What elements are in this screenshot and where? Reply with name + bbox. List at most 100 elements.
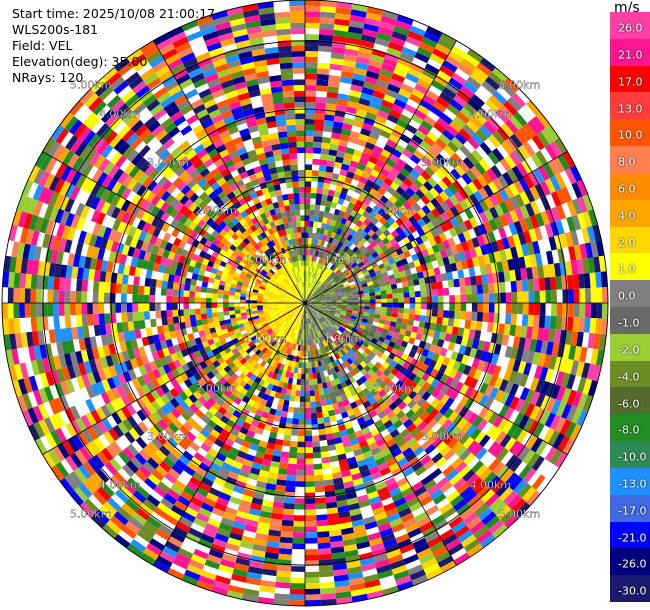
velocity-gate (348, 320, 356, 325)
velocity-gate (313, 221, 318, 228)
velocity-gate (441, 176, 453, 188)
velocity-gate (493, 402, 505, 415)
velocity-gate (300, 318, 303, 324)
velocity-gate (387, 372, 396, 381)
velocity-gate (504, 281, 512, 293)
velocity-gate (499, 249, 508, 262)
velocity-gate (454, 67, 470, 81)
velocity-gate (318, 257, 323, 264)
velocity-gate (552, 432, 565, 449)
velocity-gate (420, 309, 427, 316)
velocity-gate (389, 559, 406, 570)
velocity-gate (335, 185, 343, 193)
velocity-gate (331, 132, 341, 140)
velocity-gate (446, 422, 457, 434)
velocity-gate (282, 514, 294, 521)
velocity-gate (573, 244, 582, 260)
velocity-gate (300, 313, 303, 319)
velocity-gate (318, 291, 324, 295)
velocity-gate (281, 280, 287, 286)
velocity-gate (310, 299, 316, 302)
velocity-gate (411, 403, 421, 414)
velocity-gate (500, 82, 516, 97)
velocity-gate (278, 268, 284, 275)
velocity-gate (385, 241, 393, 249)
velocity-gate (519, 191, 531, 206)
velocity-gate (368, 174, 378, 183)
velocity-gate (314, 210, 320, 217)
velocity-gate (283, 299, 290, 302)
velocity-gate (571, 407, 583, 424)
velocity-gate (442, 506, 457, 520)
velocity-gate (416, 516, 431, 528)
velocity-gate (296, 379, 301, 385)
velocity-gate (279, 307, 285, 310)
velocity-gate (400, 323, 408, 331)
velocity-gate (377, 461, 389, 472)
velocity-gate (397, 195, 408, 205)
velocity-gate (427, 418, 438, 430)
velocity-gate (454, 303, 461, 312)
velocity-gate (359, 383, 367, 391)
velocity-gate (340, 267, 347, 273)
velocity-gate (550, 191, 562, 207)
velocity-gate (463, 375, 474, 387)
velocity-gate (376, 326, 384, 333)
velocity-gate (320, 148, 330, 155)
velocity-gate (320, 306, 326, 309)
velocity-gate (356, 242, 363, 249)
velocity-gate (301, 373, 305, 380)
velocity-gate (364, 274, 371, 280)
velocity-gate (424, 444, 436, 455)
velocity-gate (464, 276, 472, 287)
velocity-gate (478, 187, 489, 200)
velocity-gate (336, 329, 343, 336)
velocity-gate (392, 307, 399, 313)
velocity-gate (345, 106, 357, 115)
velocity-gate (449, 205, 460, 217)
velocity-gate (362, 28, 378, 38)
velocity-gate (489, 206, 499, 219)
velocity-gate (533, 278, 540, 291)
velocity-gate (371, 182, 381, 192)
velocity-gate (528, 363, 538, 378)
velocity-gate (353, 344, 360, 351)
velocity-gate (295, 311, 300, 317)
velocity-gate (537, 327, 545, 341)
velocity-gate (307, 282, 310, 288)
velocity-gate (413, 431, 425, 442)
velocity-gate (523, 174, 535, 189)
velocity-gate (274, 309, 280, 313)
velocity-gate (327, 285, 333, 290)
velocity-gate (392, 293, 399, 299)
velocity-gate (337, 364, 344, 372)
velocity-gate (353, 239, 360, 247)
velocity-gate (596, 303, 603, 319)
velocity-gate (305, 62, 318, 69)
velocity-gate (278, 284, 284, 289)
velocity-gate (305, 243, 309, 250)
velocity-gate (397, 333, 405, 341)
velocity-gate (337, 248, 344, 255)
velocity-gate (337, 198, 345, 206)
velocity-gate (463, 409, 474, 422)
velocity-gate (431, 514, 446, 527)
velocity-gate (454, 381, 464, 393)
velocity-gate (380, 15, 397, 26)
velocity-gate (315, 400, 322, 408)
velocity-gate (325, 267, 330, 273)
velocity-gate (503, 224, 513, 238)
velocity-gate (420, 170, 432, 181)
velocity-gate (293, 278, 297, 285)
velocity-gate (301, 287, 304, 293)
velocity-gate (423, 479, 437, 491)
velocity-gate (390, 283, 398, 290)
velocity-gate (361, 171, 371, 180)
velocity-gate (531, 455, 545, 472)
velocity-gate (223, 311, 230, 316)
velocity-gate (458, 465, 472, 478)
velocity-gate (392, 190, 402, 200)
velocity-gate (407, 564, 424, 576)
velocity-gate (317, 423, 325, 430)
velocity-gate (405, 143, 417, 155)
